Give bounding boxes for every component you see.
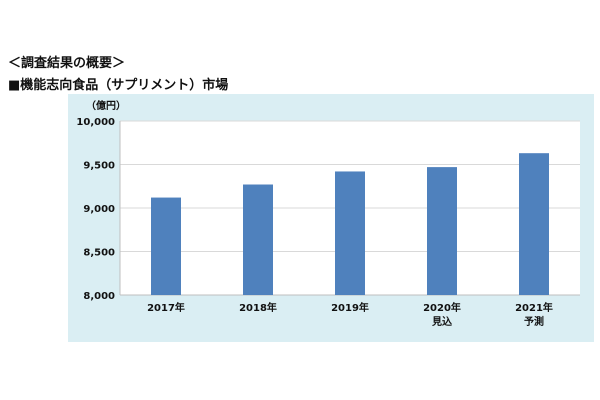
x-tick-label: 見込 <box>431 315 452 328</box>
x-tick-label: 2019年 <box>331 301 369 314</box>
chart-title: ■機能志向食品（サプリメント）市場 <box>8 78 229 93</box>
y-tick-label: 8,500 <box>83 248 115 259</box>
bar <box>243 184 273 295</box>
y-tick-label: 9,000 <box>83 204 115 215</box>
y-tick-label: 10,000 <box>76 117 115 128</box>
y-axis-unit-label: （億円） <box>86 99 126 112</box>
chart-panel: （億円） 8,000 8,500 9,000 9,500 10,000 2017年 2018… <box>68 94 594 342</box>
bar <box>427 167 457 295</box>
bar <box>519 153 549 295</box>
summary-heading: ＜調査結果の概要＞ <box>8 56 126 71</box>
y-tick-label: 9,500 <box>83 161 115 172</box>
x-tick-label: 2020年 <box>423 301 461 314</box>
x-tick-label: 予測 <box>524 315 544 328</box>
x-tick-label: 2017年 <box>147 301 185 314</box>
y-tick-label: 8,000 <box>83 291 115 302</box>
x-tick-label: 2021年 <box>515 301 553 314</box>
bar-chart: （億円） 8,000 8,500 9,000 9,500 10,000 2017年 2018… <box>76 99 580 328</box>
bar <box>335 171 365 295</box>
x-tick-label: 2018年 <box>239 301 277 314</box>
bar <box>151 197 181 295</box>
